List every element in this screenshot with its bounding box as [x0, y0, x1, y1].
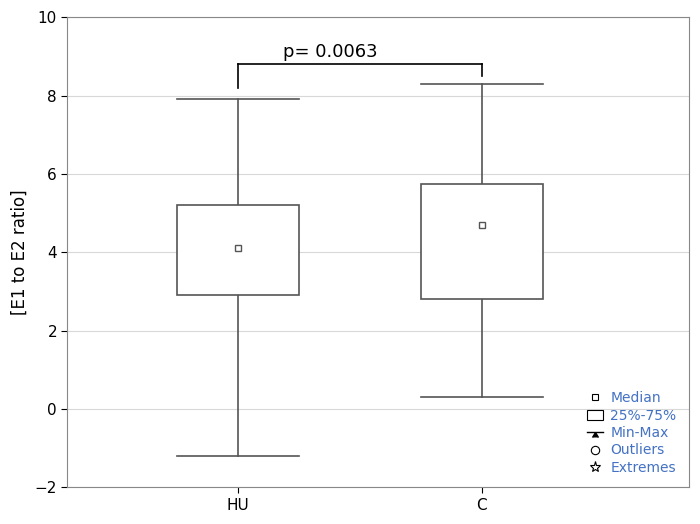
Legend: Median, 25%-75%, Min-Max, Outliers, Extremes: Median, 25%-75%, Min-Max, Outliers, Extr… — [581, 386, 682, 481]
Text: p= 0.0063: p= 0.0063 — [284, 43, 378, 61]
Bar — [177, 205, 299, 296]
Y-axis label: [E1 to E2 ratio]: [E1 to E2 ratio] — [11, 190, 29, 315]
Bar — [421, 184, 542, 299]
